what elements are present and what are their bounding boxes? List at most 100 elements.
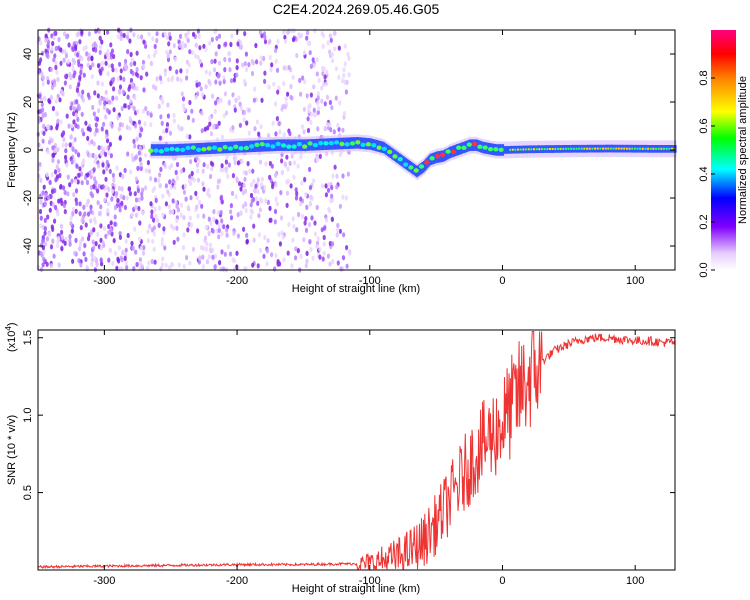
noise-speckle [167,204,171,210]
noise-speckle [346,51,350,58]
noise-speckle [277,121,281,127]
ridge-peak [615,147,618,150]
noise-speckle [77,246,82,252]
noise-speckle [87,56,91,62]
ridge-core [217,142,219,154]
noise-speckle [210,37,214,43]
noise-speckle [123,255,127,261]
ridge-peak [493,147,499,152]
noise-speckle [61,142,65,148]
noise-speckle [170,162,174,169]
noise-speckle [283,34,287,40]
noise-speckle [236,160,241,166]
noise-speckle [285,179,289,185]
noise-speckle [168,265,172,271]
noise-speckle [191,31,196,37]
noise-speckle [101,240,105,246]
noise-speckle [336,222,340,229]
ridge-peak [652,147,655,150]
noise-speckle [166,53,170,59]
ridge-core [521,145,523,154]
noise-speckle [313,28,317,34]
noise-speckle [180,91,184,97]
noise-speckle [312,84,316,90]
noise-speckle [182,232,186,238]
noise-speckle [303,78,307,85]
noise-speckle [171,75,175,81]
noise-speckle [285,154,289,160]
noise-speckle [115,95,119,101]
noise-speckle [73,137,77,143]
noise-speckle [335,232,339,238]
noise-speckle [132,105,136,111]
noise-speckle [347,72,351,78]
noise-speckle [210,166,214,172]
noise-speckle [100,150,105,156]
noise-speckle [52,78,57,84]
ridge-core [454,144,457,157]
noise-speckle [58,97,62,103]
noise-speckle [129,68,133,75]
noise-speckle [324,183,328,189]
noise-speckle [204,224,208,230]
noise-speckle [172,239,176,245]
noise-speckle [42,256,46,263]
noise-speckle [311,255,315,261]
noise-speckle [160,96,164,102]
noise-speckle [116,115,120,121]
noise-speckle [119,75,123,81]
noise-speckle [186,29,191,36]
noise-speckle [328,33,332,39]
noise-speckle [39,223,43,229]
noise-speckle [90,139,94,145]
noise-speckle [143,121,147,127]
noise-speckle [232,258,237,264]
noise-speckle [52,152,56,158]
noise-speckle [135,136,139,142]
noise-speckle [139,245,143,251]
spectrogram-x-tick-label: -300 [93,275,115,287]
noise-speckle [141,250,146,256]
ridge-peak [649,147,652,150]
noise-speckle [130,57,134,63]
noise-speckle [75,87,79,93]
noise-speckle [77,152,81,158]
ridge-peak [206,146,212,151]
noise-speckle [119,68,123,74]
noise-speckle [172,112,176,118]
noise-speckle [211,254,215,260]
noise-speckle [337,45,341,51]
noise-speckle [108,141,112,147]
noise-speckle [283,104,288,110]
noise-speckle [329,127,333,133]
noise-speckle [302,129,306,135]
ridge-peak [466,142,472,147]
noise-speckle [328,240,332,247]
noise-speckle [310,215,314,221]
noise-speckle [330,51,334,58]
noise-speckle [70,159,74,165]
noise-speckle [87,52,91,58]
noise-speckle [75,163,79,169]
ridge-core [466,140,469,152]
noise-speckle [204,246,208,252]
noise-speckle [59,47,63,53]
noise-speckle [86,92,90,98]
noise-speckle [134,71,139,77]
noise-speckle [266,238,270,244]
noise-speckle [161,256,165,262]
noise-speckle [290,95,294,101]
noise-speckle [212,216,216,222]
ridge-peak [371,143,377,148]
noise-speckle [55,164,59,170]
noise-speckle [64,142,68,148]
noise-speckle [70,101,74,107]
ridge-core [558,145,560,153]
ridge-core [392,148,394,161]
noise-speckle [235,176,239,182]
ridge-peak [559,147,562,150]
noise-speckle [99,70,103,76]
noise-speckle [267,133,271,139]
noise-speckle [81,160,85,166]
ridge-peak [201,147,207,152]
